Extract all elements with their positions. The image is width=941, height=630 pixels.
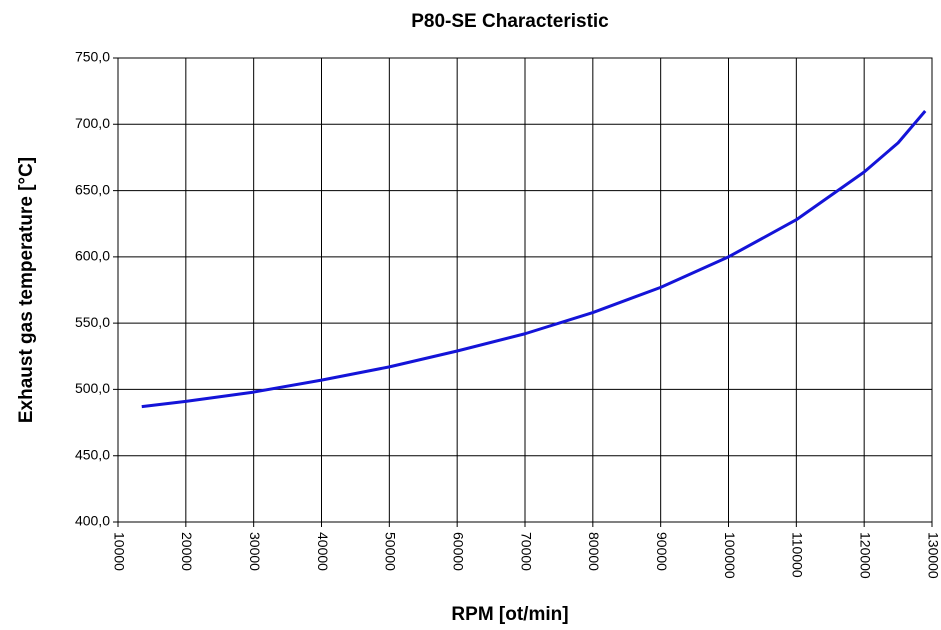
y-tick-label: 750,0 (75, 49, 110, 65)
x-tick-label: 70000 (518, 532, 534, 571)
x-tick-label: 90000 (654, 532, 670, 571)
y-tick-label: 550,0 (75, 314, 110, 330)
y-tick-label: 700,0 (75, 115, 110, 131)
x-axis-label: RPM [ot/min] (451, 604, 568, 625)
y-tick-label: 450,0 (75, 446, 110, 462)
y-tick-label: 650,0 (75, 181, 110, 197)
x-tick-label: 120000 (857, 532, 873, 579)
x-tick-label: 130000 (925, 532, 941, 579)
x-tick-label: 10000 (111, 532, 127, 571)
x-tick-label: 110000 (790, 532, 806, 578)
y-tick-label: 400,0 (75, 513, 110, 529)
line (141, 110, 927, 409)
y-axis-label: Exhaust gas temperature [°C] (16, 157, 37, 423)
x-tick-label: 30000 (247, 532, 263, 571)
x-tick-label: 100000 (722, 532, 738, 579)
x-tick-label: 20000 (179, 532, 195, 571)
x-tick-label: 50000 (383, 532, 399, 571)
plot-border (117, 57, 933, 523)
chart-title: P80-SE Characteristic (411, 11, 609, 32)
x-tick-label: 60000 (450, 532, 466, 571)
y-tick-label: 600,0 (75, 248, 110, 264)
y-tick-label: 500,0 (75, 380, 110, 396)
x-tick-label: 80000 (586, 532, 602, 571)
x-tick-label: 40000 (315, 532, 331, 571)
